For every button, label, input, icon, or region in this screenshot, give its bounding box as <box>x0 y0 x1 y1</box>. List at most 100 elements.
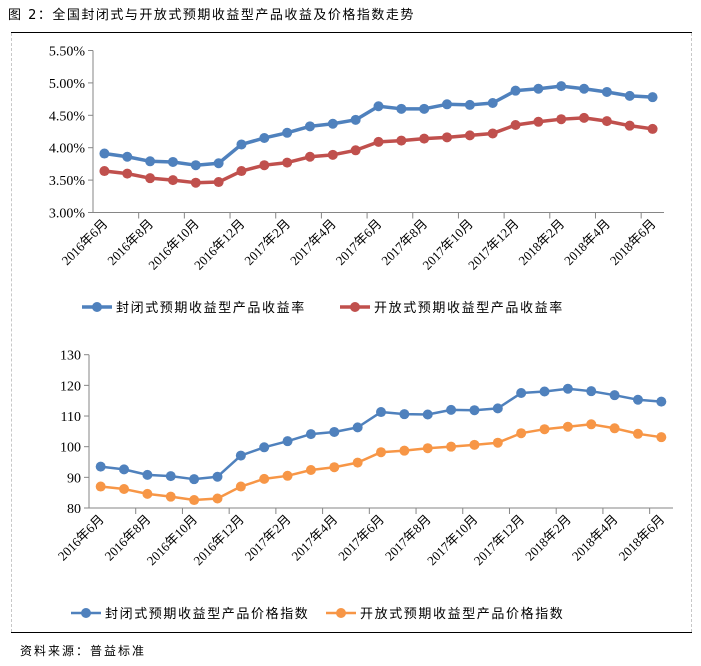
data-point <box>99 148 110 159</box>
y-tick-label: 110 <box>61 410 81 425</box>
legend-label-1: 开放式预期收益型产品收益率 <box>374 300 564 316</box>
x-tick-label: 2017年6月 <box>333 216 385 268</box>
data-point <box>213 177 224 188</box>
x-tick-label: 2016年6月 <box>55 512 107 564</box>
series-line-1 <box>104 116 653 185</box>
data-point <box>446 404 457 415</box>
data-point <box>376 407 386 418</box>
data-point <box>399 445 410 456</box>
data-point <box>145 173 156 184</box>
data-point <box>99 166 110 177</box>
bottom-rule <box>11 632 692 633</box>
data-point <box>119 464 130 475</box>
data-point <box>624 90 635 101</box>
x-tick-label: 2017年6月 <box>335 512 387 564</box>
data-point <box>305 429 316 440</box>
data-point <box>487 128 498 139</box>
x-tick-label: 2016年12月 <box>190 512 247 569</box>
data-point <box>304 151 315 162</box>
y-tick-label: 4.00% <box>49 142 86 157</box>
data-point <box>213 158 224 169</box>
data-point <box>142 488 153 499</box>
x-tick-label: 2017年2月 <box>242 512 294 564</box>
data-point <box>259 160 270 171</box>
data-point <box>373 101 384 112</box>
data-point <box>236 139 247 150</box>
data-point <box>396 103 407 114</box>
data-point <box>632 428 643 439</box>
data-point <box>539 386 550 397</box>
data-point <box>624 120 635 131</box>
data-point <box>601 86 612 97</box>
y-tick-label: 3.50% <box>49 174 86 189</box>
data-point <box>212 493 223 504</box>
legend-label-1: 开放式预期收益型产品价格指数 <box>360 606 564 622</box>
legend-marker-0 <box>81 608 91 618</box>
data-point <box>533 116 544 127</box>
legend-marker-1 <box>336 608 346 618</box>
data-point <box>259 442 270 453</box>
data-point <box>442 132 453 143</box>
data-point <box>189 495 200 506</box>
data-point <box>510 85 521 96</box>
legend-marker-1 <box>350 302 360 312</box>
x-tick-label: 2018年6月 <box>607 216 659 268</box>
data-point <box>442 99 453 110</box>
data-point <box>235 450 246 461</box>
data-point <box>190 160 201 171</box>
legend-label-0: 封闭式预期收益型产品价格指数 <box>105 606 309 622</box>
data-point <box>464 99 475 110</box>
data-point <box>422 443 433 454</box>
data-point <box>464 130 475 141</box>
series-line-0 <box>104 84 653 167</box>
y-tick-label: 90 <box>67 471 81 486</box>
data-point <box>656 396 667 407</box>
data-point <box>235 481 246 492</box>
data-point <box>487 97 498 108</box>
data-point <box>282 436 293 447</box>
data-point <box>516 388 527 399</box>
data-point <box>656 432 667 443</box>
data-point <box>95 481 106 492</box>
data-point <box>539 424 550 435</box>
data-point <box>282 157 293 168</box>
x-tick-label: 2017年4月 <box>288 512 340 564</box>
data-point <box>122 168 133 179</box>
data-point <box>632 394 643 405</box>
figure-title: 图 2：全国封闭式与开放式预期收益型产品收益及价格指数走势 <box>8 8 415 23</box>
data-point <box>259 473 270 484</box>
data-point <box>376 447 386 458</box>
y-tick-label: 80 <box>67 502 81 517</box>
series-line-1 <box>100 423 662 502</box>
data-point <box>492 437 503 448</box>
data-point <box>304 121 315 132</box>
left-border <box>11 33 12 632</box>
legend-label-0: 封闭式预期收益型产品收益率 <box>116 300 306 316</box>
yield-chart: 5.50% 5.00% 4.50% 4.00% 3.50% 3.00%2016年6月 201… <box>49 45 664 316</box>
data-point <box>327 149 338 160</box>
data-point <box>259 132 270 143</box>
data-point <box>579 83 590 94</box>
legend-marker-0 <box>92 302 102 312</box>
data-point <box>167 175 178 186</box>
data-point <box>562 421 573 432</box>
data-point <box>556 81 567 92</box>
series-line-0 <box>100 387 662 481</box>
data-point <box>95 461 106 472</box>
data-point <box>510 120 521 131</box>
data-point <box>419 133 430 144</box>
data-point <box>446 441 457 452</box>
data-point <box>352 422 363 433</box>
x-tick-label: 2018年2月 <box>522 512 574 564</box>
data-point <box>469 439 480 450</box>
x-tick-label: 2018年4月 <box>569 512 621 564</box>
x-tick-label: 2017年4月 <box>287 216 339 268</box>
x-tick-label: 2018年2月 <box>515 216 567 268</box>
data-point <box>282 470 293 481</box>
data-point <box>396 135 407 146</box>
data-point <box>516 428 527 439</box>
y-tick-label: 5.00% <box>49 77 86 92</box>
data-point <box>327 118 338 129</box>
data-point <box>190 177 201 188</box>
data-point <box>469 405 480 416</box>
